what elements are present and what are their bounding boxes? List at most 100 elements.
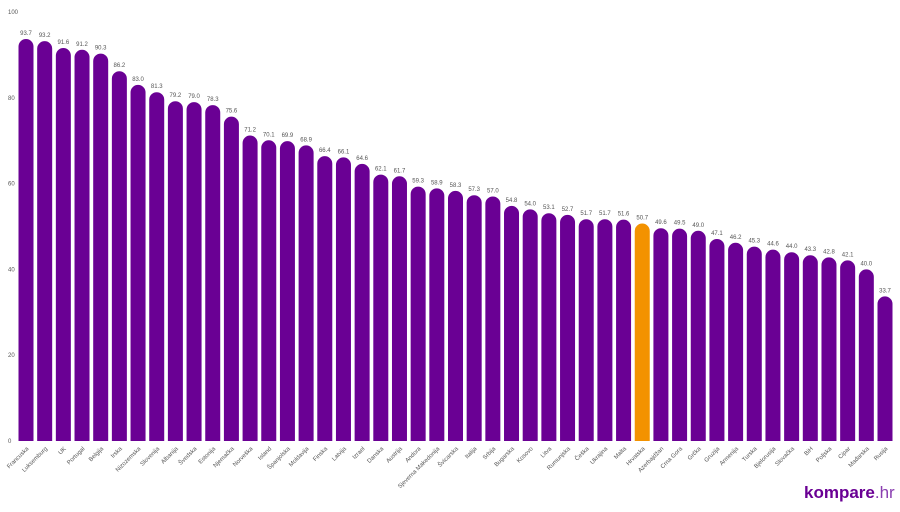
value-label: 42.1 bbox=[842, 252, 854, 258]
x-tick-label: Turska bbox=[742, 446, 760, 464]
value-label: 59.3 bbox=[412, 179, 424, 185]
x-tick-label: Švicarska bbox=[437, 445, 461, 469]
value-label: 49.5 bbox=[674, 221, 686, 227]
x-tick-label: Island bbox=[258, 446, 274, 462]
value-label: 78.3 bbox=[207, 97, 219, 103]
value-label: 44.0 bbox=[786, 244, 798, 250]
value-label: 71.2 bbox=[244, 128, 256, 134]
value-label: 91.6 bbox=[58, 40, 70, 46]
value-label: 51.7 bbox=[599, 211, 611, 217]
x-tick-label: Austrija bbox=[385, 446, 404, 465]
value-label: 50.7 bbox=[636, 215, 648, 221]
value-label: 44.6 bbox=[767, 242, 779, 248]
value-label: 93.7 bbox=[20, 31, 32, 37]
value-label: 62.1 bbox=[375, 167, 387, 173]
x-tick-label: Malta bbox=[613, 446, 628, 461]
y-tick-label: 100 bbox=[8, 10, 19, 16]
bar bbox=[223, 116, 239, 441]
bar bbox=[672, 228, 688, 441]
x-tick-label: Cipar bbox=[838, 446, 852, 460]
value-label: 86.2 bbox=[114, 63, 126, 69]
y-tick-label: 60 bbox=[8, 182, 15, 188]
bar bbox=[616, 219, 632, 441]
bar bbox=[746, 246, 762, 441]
bar bbox=[840, 260, 856, 441]
value-label: 51.7 bbox=[580, 211, 592, 217]
bar bbox=[55, 48, 71, 441]
bar bbox=[167, 101, 183, 442]
bar bbox=[653, 228, 669, 441]
value-label: 42.8 bbox=[823, 249, 835, 255]
bar bbox=[578, 219, 594, 441]
bar bbox=[354, 163, 370, 441]
y-tick-label: 0 bbox=[8, 439, 12, 445]
bar bbox=[18, 39, 34, 441]
value-label: 45.3 bbox=[748, 239, 760, 245]
x-tick-label: Srbija bbox=[482, 446, 498, 462]
bar bbox=[335, 157, 351, 441]
bar bbox=[728, 242, 744, 441]
bar bbox=[802, 255, 818, 441]
bar bbox=[541, 213, 557, 441]
bar bbox=[186, 102, 202, 442]
bar bbox=[93, 53, 109, 441]
x-tick-label: Norveška bbox=[232, 446, 255, 469]
value-label: 66.4 bbox=[319, 148, 331, 154]
value-label: 57.3 bbox=[468, 187, 480, 193]
bar bbox=[522, 209, 538, 441]
bar bbox=[279, 141, 295, 441]
x-tick-label: Češka bbox=[574, 445, 591, 462]
bar bbox=[37, 41, 53, 442]
x-tick-label: Belgija bbox=[88, 446, 105, 463]
value-label: 90.3 bbox=[95, 46, 107, 52]
value-label: 40.0 bbox=[860, 261, 872, 267]
bar bbox=[560, 214, 576, 441]
bar bbox=[821, 257, 837, 441]
value-label: 58.9 bbox=[431, 180, 443, 186]
bar bbox=[858, 269, 874, 441]
value-label: 68.9 bbox=[300, 137, 312, 143]
bar bbox=[765, 249, 781, 441]
x-tick-label: Portugal bbox=[66, 446, 86, 466]
value-label: 54.8 bbox=[506, 198, 518, 204]
x-tick-label: Irska bbox=[110, 446, 124, 460]
bar bbox=[149, 92, 165, 441]
value-label: 49.0 bbox=[692, 223, 704, 229]
value-label: 79.2 bbox=[170, 93, 182, 99]
x-tick-label: Danska bbox=[367, 446, 386, 465]
x-tick-label: UK bbox=[58, 446, 68, 456]
value-label: 58.3 bbox=[450, 183, 462, 189]
x-tick-label: Rusija bbox=[873, 446, 890, 463]
bar bbox=[504, 205, 520, 441]
x-tick-label: Latvija bbox=[331, 446, 348, 463]
x-tick-label: Gruzija bbox=[704, 446, 722, 464]
value-label: 69.9 bbox=[282, 133, 294, 139]
bar bbox=[261, 140, 277, 442]
bar bbox=[111, 71, 127, 442]
bar bbox=[410, 186, 426, 441]
value-label: 52.7 bbox=[562, 207, 574, 213]
x-tick-label: Ukrajina bbox=[589, 446, 609, 466]
value-label: 33.7 bbox=[879, 288, 891, 294]
bar bbox=[298, 145, 314, 442]
bar bbox=[784, 252, 800, 441]
value-label: 46.2 bbox=[730, 235, 742, 241]
x-tick-label: BiH bbox=[804, 446, 815, 457]
y-tick-label: 80 bbox=[8, 96, 15, 102]
logo-name: kompare bbox=[804, 483, 875, 502]
x-tick-label: Moldavija bbox=[288, 446, 311, 469]
value-label: 70.1 bbox=[263, 132, 275, 138]
value-label: 64.6 bbox=[356, 156, 368, 162]
value-label: 66.1 bbox=[338, 149, 350, 155]
x-tick-label: Slovačka bbox=[775, 446, 797, 468]
bar bbox=[205, 105, 221, 441]
bar bbox=[391, 176, 407, 442]
x-tick-label: Švedska bbox=[177, 445, 199, 467]
bar bbox=[690, 230, 706, 441]
bar bbox=[877, 296, 893, 441]
x-tick-label: Kosovo bbox=[516, 446, 535, 465]
value-label: 57.0 bbox=[487, 188, 499, 194]
x-tick-label: Grčka bbox=[687, 446, 703, 462]
logo-suffix: .hr bbox=[875, 483, 895, 502]
bar bbox=[373, 174, 389, 441]
